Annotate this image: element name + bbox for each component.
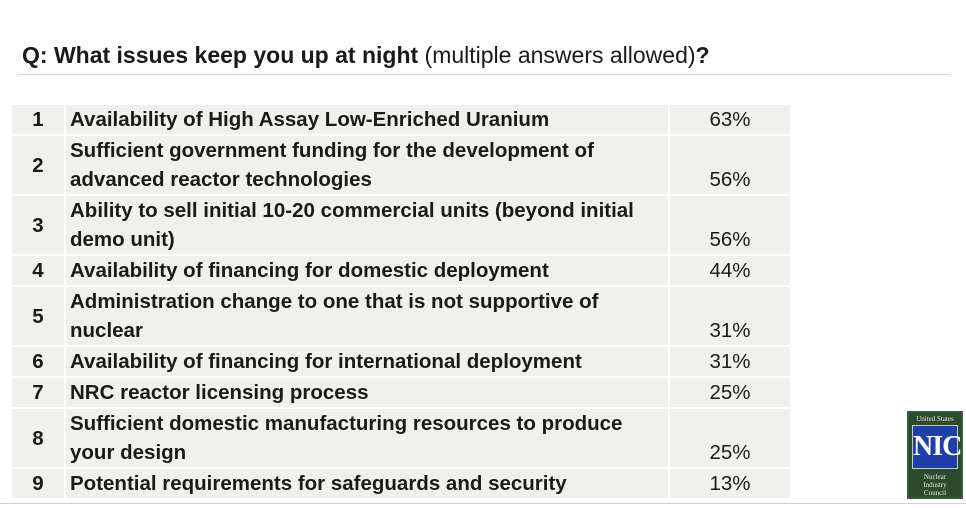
nic-logo: United States NIC Nuclear Industry Counc… — [907, 411, 963, 499]
table-row: 4 Availability of financing for domestic… — [12, 254, 790, 287]
row-percentage: 63% — [669, 103, 790, 136]
row-percentage: 31% — [669, 285, 790, 347]
table-row: 2 Sufficient government funding for the … — [12, 134, 790, 196]
row-label: Ability to sell initial 10-20 commercial… — [65, 194, 670, 256]
logo-line-3: Council — [923, 489, 947, 497]
logo-bottom-text: Nuclear Industry Council — [909, 473, 961, 497]
row-label: Potential requirements for safeguards an… — [65, 467, 670, 500]
table-row: 3 Ability to sell initial 10-20 commerci… — [12, 194, 790, 256]
page-title: Q: What issues keep you up at night (mul… — [22, 40, 710, 70]
row-rank: 1 — [12, 103, 66, 136]
table-row: 1 Availability of High Assay Low-Enriche… — [12, 103, 790, 136]
table-row: 7 NRC reactor licensing process 25% — [12, 376, 790, 409]
row-percentage: 44% — [669, 254, 790, 287]
row-label: Availability of financing for internatio… — [65, 345, 670, 378]
row-label: Availability of financing for domestic d… — [65, 254, 670, 287]
question-prefix: Q: What issues keep you up at night — [22, 42, 419, 68]
row-rank: 7 — [12, 376, 66, 409]
survey-results-table: 1 Availability of High Assay Low-Enriche… — [12, 103, 790, 500]
question-note: (multiple answers allowed) — [418, 42, 696, 68]
row-label: NRC reactor licensing process — [65, 376, 670, 409]
row-label: Availability of High Assay Low-Enriched … — [65, 103, 670, 136]
row-rank: 5 — [12, 285, 66, 347]
row-rank: 3 — [12, 194, 66, 256]
row-rank: 9 — [12, 467, 66, 500]
table-row: 8 Sufficient domestic manufacturing reso… — [12, 407, 790, 469]
logo-line-1: Nuclear — [923, 473, 947, 481]
title-divider — [18, 74, 950, 75]
row-rank: 8 — [12, 407, 66, 469]
row-label: Sufficient domestic manufacturing resour… — [65, 407, 670, 469]
row-label: Sufficient government funding for the de… — [65, 134, 670, 196]
footer-divider — [0, 503, 966, 504]
row-label: Administration change to one that is not… — [65, 285, 670, 347]
table-row: 5 Administration change to one that is n… — [12, 285, 790, 347]
logo-top-text: United States — [916, 415, 954, 423]
row-percentage: 25% — [669, 376, 790, 409]
row-percentage: 25% — [669, 407, 790, 469]
table-row: 6 Availability of financing for internat… — [12, 345, 790, 378]
logo-line-2: Industry — [923, 481, 947, 489]
row-rank: 6 — [12, 345, 66, 378]
logo-mark: NIC — [912, 425, 962, 469]
table-row: 9 Potential requirements for safeguards … — [12, 467, 790, 500]
row-rank: 4 — [12, 254, 66, 287]
row-percentage: 56% — [669, 134, 790, 196]
row-percentage: 13% — [669, 467, 790, 500]
row-percentage: 56% — [669, 194, 790, 256]
row-percentage: 31% — [669, 345, 790, 378]
row-rank: 2 — [12, 134, 66, 196]
question-suffix: ? — [695, 42, 710, 68]
